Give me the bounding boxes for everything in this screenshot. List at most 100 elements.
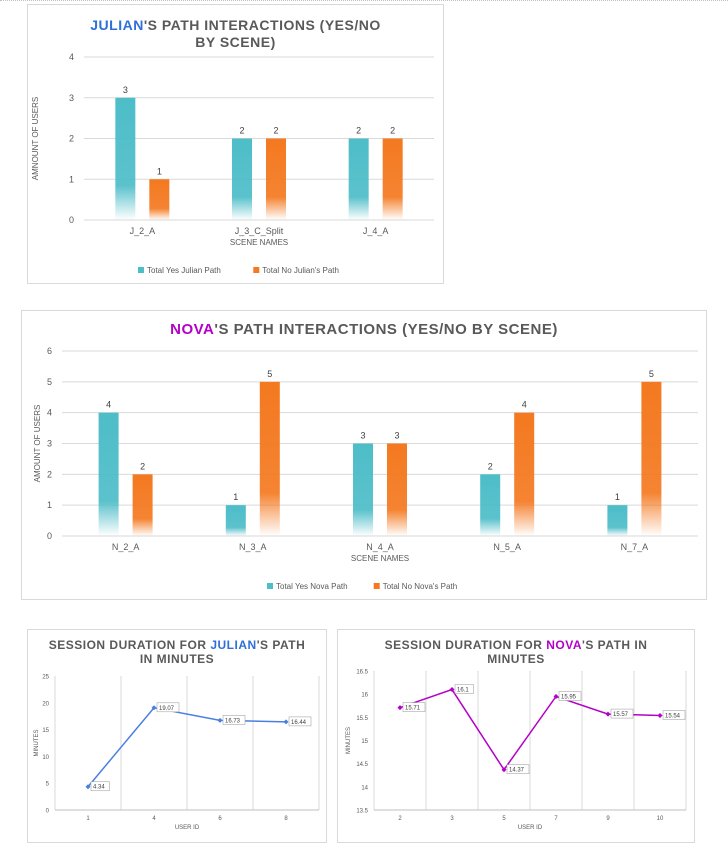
bar <box>641 381 662 536</box>
bar <box>232 138 252 220</box>
julian-bar-title-highlight: JULIAN <box>90 17 144 33</box>
x-tick-label: 1 <box>86 816 90 822</box>
nova-bar-chart-plot: 0 1 2 3 4 5 6 AMOUNT OF USERS 4 2 N_2_A 1 5 N_3_A 3 3 N_… <box>33 346 698 591</box>
bar-data-label: 5 <box>267 369 272 379</box>
y-tick-label: 4 <box>69 52 74 62</box>
data-point-marker <box>217 717 223 723</box>
bar-data-label: 4 <box>522 400 527 410</box>
x-axis-title: USER ID <box>175 825 200 831</box>
nova-bar-chart-card: NOVA'S PATH INTERACTIONS (YES/NO BY SCEN… <box>21 310 707 600</box>
x-tick-label: 9 <box>606 816 610 822</box>
bar <box>514 412 535 536</box>
nova-line-title-rest: 'S PATH IN MINUTES <box>487 638 648 666</box>
bar <box>132 474 153 536</box>
y-tick-label: 0 <box>47 531 52 541</box>
julian-line-chart-card: SESSION DURATION FOR JULIAN'S PATH IN MI… <box>27 629 327 843</box>
bar <box>225 505 246 536</box>
x-tick-label: 2 <box>398 816 402 822</box>
bar <box>382 138 403 220</box>
legend-entry: Total Yes Nova Path <box>276 582 348 591</box>
nova-line-title-prefix: SESSION DURATION FOR <box>384 638 547 652</box>
y-axis-title: AMNOUNT OF USERS <box>31 97 40 180</box>
bar <box>480 474 501 536</box>
bar <box>259 381 280 536</box>
y-tick-label: 1 <box>69 174 74 184</box>
nova-line-chart-title: SESSION DURATION FOR NOVA'S PATH IN MINU… <box>338 638 694 666</box>
data-label-box <box>610 708 634 719</box>
data-point-marker <box>397 705 403 711</box>
data-point-label: 16.44 <box>291 720 307 726</box>
x-tick-label: N_2_A <box>112 542 140 552</box>
y-tick-label: 16 <box>361 693 368 699</box>
bar-data-label: 5 <box>649 369 654 379</box>
y-tick-label: 15 <box>42 728 49 734</box>
nova-bar-title-highlight: NOVA <box>170 321 215 338</box>
legend-swatch <box>253 267 260 273</box>
data-point-marker <box>85 784 91 790</box>
data-label-box <box>558 691 582 701</box>
bar <box>348 138 369 220</box>
legend-swatch <box>267 583 273 589</box>
y-tick-label: 1 <box>47 500 52 510</box>
bar-data-label: 2 <box>273 126 278 136</box>
julian-bar-chart-card: JULIAN'S PATH INTERACTIONS (YES/NO BY SC… <box>27 4 444 284</box>
y-tick-label: 3 <box>47 439 52 449</box>
data-point-label: 14.37 <box>509 768 525 774</box>
legend-swatch <box>138 267 144 273</box>
x-tick-label: 7 <box>554 816 558 822</box>
bar-data-label: 3 <box>360 431 365 441</box>
nova-bar-chart-title: NOVA'S PATH INTERACTIONS (YES/NO BY SCEN… <box>22 321 706 339</box>
y-tick-label: 3 <box>69 93 74 103</box>
y-tick-label: 2 <box>47 469 52 479</box>
x-tick-label: 4 <box>152 816 156 822</box>
y-tick-label: 20 <box>42 701 49 707</box>
top-dotted-border <box>0 0 728 1</box>
data-point-label: 16.73 <box>225 718 241 724</box>
bar-data-label: 3 <box>123 85 128 95</box>
bar-data-label: 2 <box>239 126 244 136</box>
bar-data-label: 2 <box>488 461 493 471</box>
data-point-label: 16.1 <box>457 688 469 694</box>
y-tick-label: 15 <box>361 739 368 745</box>
y-tick-label: 6 <box>47 346 52 356</box>
x-axis-title: SCENE NAMES <box>351 554 409 563</box>
y-tick-label: 0 <box>69 215 74 225</box>
bar <box>353 443 373 536</box>
x-tick-label: 6 <box>218 816 222 822</box>
legend-entry: Total Yes Julian Path <box>147 266 221 275</box>
data-point-marker <box>605 711 611 717</box>
x-tick-label: N_7_A <box>621 542 649 552</box>
y-tick-label: 16.5 <box>356 670 368 676</box>
data-label-box <box>288 716 312 727</box>
legend-swatch <box>373 583 380 589</box>
x-tick-label: 10 <box>657 816 664 822</box>
bar-data-label: 2 <box>356 126 361 136</box>
x-tick-label: J_2_A <box>130 226 156 236</box>
data-label-box <box>454 684 474 694</box>
data-point-label: 15.95 <box>561 694 577 700</box>
x-tick-label: J_4_A <box>363 226 389 236</box>
julian-line-title-rest: 'S PATH IN MINUTES <box>139 638 306 666</box>
y-tick-label: 14.5 <box>356 762 368 768</box>
x-axis-title: SCENE NAMES <box>230 238 288 247</box>
bar-data-label: 1 <box>233 492 238 502</box>
data-label-box <box>156 702 180 713</box>
series-line <box>87 706 287 788</box>
bar-data-label: 1 <box>615 492 620 502</box>
x-axis-title: USER ID <box>518 825 543 831</box>
x-tick-label: N_5_A <box>493 542 521 552</box>
data-point-marker <box>449 687 455 693</box>
data-label-box <box>402 702 426 712</box>
julian-bar-chart-title: JULIAN'S PATH INTERACTIONS (YES/NO BY SC… <box>28 17 443 51</box>
x-tick-label: N_3_A <box>239 542 267 552</box>
y-tick-label: 25 <box>42 675 49 681</box>
data-point-marker <box>283 719 289 725</box>
data-point-marker <box>151 705 157 711</box>
y-tick-label: 2 <box>69 134 74 144</box>
data-label-box <box>506 764 530 774</box>
data-point-label: 15.71 <box>405 706 421 712</box>
julian-line-chart-title: SESSION DURATION FOR JULIAN'S PATH IN MI… <box>28 638 326 666</box>
x-tick-label: 3 <box>450 816 454 822</box>
y-tick-label: 4 <box>47 408 52 418</box>
nova-line-title-highlight: NOVA <box>546 638 582 652</box>
